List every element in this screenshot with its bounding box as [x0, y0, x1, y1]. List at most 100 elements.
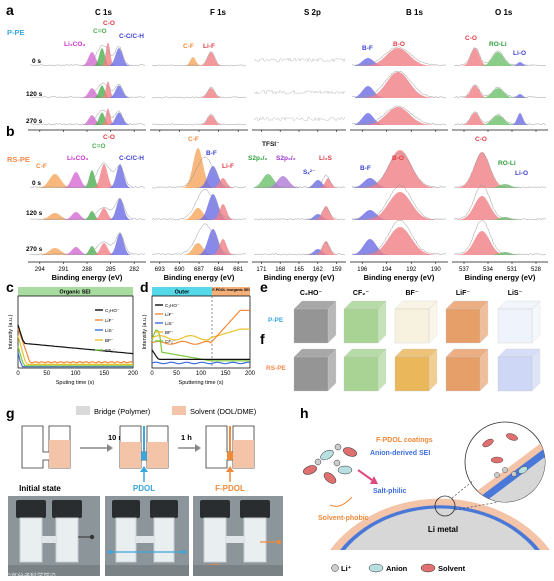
peak-label-b-lif: Li-F [222, 163, 234, 170]
curve-c-cf2 [17, 346, 133, 367]
depth-profile-d-curves [151, 309, 251, 365]
legend-d-text-3: BF⁻ [165, 330, 174, 335]
banner-organic-sei [18, 287, 133, 296]
peak-label-a-bo: B-O [393, 41, 405, 48]
arrow-g-1-head [107, 444, 113, 452]
tick-c-150: 150 [99, 371, 110, 377]
hcell-fpdol-arrow-head [226, 466, 234, 472]
panel-label-e: e [260, 279, 268, 295]
legend-h-li-text: Li⁺ [341, 564, 352, 573]
label-initial-state: Initial state [19, 484, 61, 493]
tick-c-0: 0 [16, 371, 20, 377]
a-f1s-lif-1 [180, 88, 235, 98]
xps-ticklabel-0-3: 285 [106, 267, 117, 273]
peak-label-b-lio: Li-O [515, 170, 528, 177]
b-c1s-cc-1 [30, 198, 145, 220]
legend-solvent-swatch [172, 406, 186, 415]
b-c1s-ceo-0 [30, 170, 145, 188]
xps-ticklabel-2-2: 165 [294, 267, 305, 273]
cube-e-2-front [394, 308, 430, 344]
xps-ticklabel-2-0: 171 [256, 267, 267, 273]
b-s2p-sx-0 [254, 180, 345, 188]
a-c1s-cc-0 [60, 48, 140, 66]
a-c1s-raw-1 [29, 82, 146, 99]
a-b1s-bo-2 [355, 107, 445, 125]
peak-label-a-cc: C-C/C-H [119, 33, 144, 40]
a-s2p-raw-1 [253, 89, 346, 95]
legend-c-text-4: CF₂⁻ [105, 348, 116, 353]
b-o1s-roli-2 [454, 252, 546, 255]
a-f1s-cf-0 [180, 57, 230, 66]
peak-label-b-bf-f: B-F [206, 150, 217, 157]
tick-d-200: 200 [245, 371, 256, 377]
hcell-pdol-solvent-right [147, 442, 168, 468]
ion-cluster [303, 443, 378, 507]
panel-label-d: d [140, 279, 149, 295]
b-c1s-raw-1 [29, 198, 146, 221]
cube-e-1 [343, 300, 387, 344]
a-o1s-raw-0 [453, 47, 547, 67]
label-sei: Anion-derived SEI [370, 450, 430, 457]
xps-xlabel-4: Binding energy (eV) [465, 273, 536, 282]
curve-c-c2ho [17, 324, 134, 355]
xps-ticklabel-1-2: 687 [194, 267, 205, 273]
peak-label-a-cf: C-F [183, 43, 194, 50]
curve-c-bf [17, 335, 133, 365]
label-fpdol: F-PDOL [215, 484, 245, 493]
tick-d-0: 0 [150, 371, 154, 377]
legend-h: Li⁺ Anion Solvent [331, 563, 466, 573]
xps-xlabel-2: Binding energy (eV) [264, 273, 335, 282]
xps-ticklabel-0-4: 282 [129, 267, 140, 273]
depth-label-b-270s: 270 s [26, 246, 43, 253]
peak-label-b-li2co3: Li₂CO₃ [67, 155, 88, 162]
a-c1s-cc-2 [60, 112, 140, 125]
a-f1s-raw-2 [151, 113, 247, 126]
a-s2p-raw-2 [253, 116, 346, 122]
b-f1s-lif-1 [152, 204, 246, 220]
legend-d-text-1: LiF⁻ [165, 312, 174, 317]
curve-d-c2ho [151, 349, 250, 360]
banner-outer [152, 287, 212, 296]
zoom-inset [464, 421, 546, 503]
arrow-g-2-head [195, 444, 201, 452]
tick-c-50: 50 [43, 371, 50, 377]
b-c1s-raw-0 [30, 162, 146, 189]
zoom-source-circle [434, 495, 456, 517]
b-c1s-cf-0 [30, 174, 145, 188]
peak-label-a-lif: Li-F [203, 43, 215, 50]
a-c1s-raw-0 [29, 45, 146, 67]
xps-ticklabel-2-4: 159 [332, 267, 343, 273]
banner-organic-sei-text: Organic SEI [59, 290, 91, 296]
cube-e-0 [293, 300, 337, 344]
label-li-metal: Li metal [428, 525, 458, 534]
xps-ticklabel-1-4: 681 [233, 267, 244, 273]
li-metal-body [345, 508, 535, 550]
xps-col-title-c1s: C 1s [95, 8, 112, 17]
banner-outer-text: Outer [175, 290, 191, 296]
b-c1s-raw-2 [29, 232, 146, 256]
b-f1s-cf-1 [152, 208, 246, 220]
cube-e-0-front [293, 308, 329, 344]
b-b1s-bo-0 [352, 150, 446, 188]
tof-species-labels: C₂HO⁻ CF₂⁻ BF⁻ LiF⁻ LiS⁻ [300, 290, 523, 297]
peak-label-a-lio: Li-O [513, 50, 526, 57]
a-f1s-lif-0 [180, 52, 235, 66]
xps-ticklabel-3-1: 194 [382, 267, 393, 273]
a-b1s-raw-1 [351, 70, 447, 99]
xps-spectra-panel-b [29, 148, 547, 256]
xps-ticklabel-3-3: 190 [431, 267, 442, 273]
b-b1s-raw-1 [351, 184, 447, 221]
hcell-fpdol-bridge [227, 452, 233, 460]
a-b1s-raw-0 [351, 46, 447, 67]
panel-label-g: g [6, 405, 15, 421]
xps-ticklabel-3-0: 196 [357, 267, 368, 273]
cube-f-2 [394, 348, 438, 392]
legend-d-text-4: CF₂⁻ [165, 339, 176, 344]
tick-c-200: 200 [128, 371, 139, 377]
b-f1s-cf-2 [152, 243, 246, 255]
xps-ticklabel-2-3: 162 [313, 267, 324, 273]
cube-e-3 [445, 300, 489, 344]
species-label-1: CF₂⁻ [353, 290, 369, 297]
b-s2p-raw-0 [253, 174, 346, 189]
